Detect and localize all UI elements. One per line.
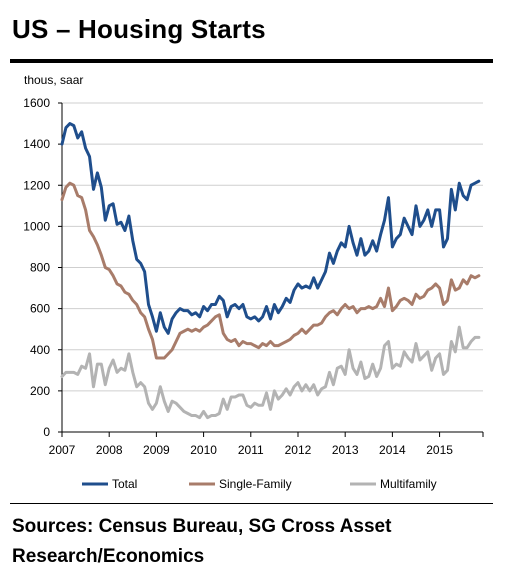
x-tick-label: 2014	[379, 443, 406, 457]
x-tick-label: 2007	[49, 443, 76, 457]
y-tick-label: 400	[30, 343, 50, 357]
y-axis-unit-label: thous, saar	[24, 73, 83, 87]
x-tick-label: 2011	[238, 443, 264, 457]
y-axis: 0 200 400 600 800 1000 1200 1400 1600	[23, 96, 63, 439]
y-tick-label: 1600	[23, 96, 50, 110]
series-line-total	[60, 122, 481, 335]
x-tick-label: 2010	[190, 443, 217, 457]
legend-label-single-family: Single-Family	[219, 477, 292, 491]
legend: Total Single-Family Multifamily	[82, 477, 437, 491]
series-line-multifamily	[60, 325, 481, 420]
y-tick-label: 1200	[23, 178, 50, 192]
title-rule	[10, 59, 493, 63]
x-tick-label: 2013	[332, 443, 359, 457]
x-tick-label: 2015	[426, 443, 453, 457]
y-tick-label: 1400	[23, 137, 50, 151]
chart-title: US – Housing Starts	[12, 14, 266, 44]
legend-label-total: Total	[112, 477, 137, 491]
series-lines	[60, 122, 481, 420]
sources-note: Sources: Census Bureau, SG Cross Asset R…	[12, 516, 392, 567]
gridlines	[62, 102, 483, 392]
x-tick-label: 2012	[285, 443, 312, 457]
series-line-single-family	[60, 181, 481, 360]
y-tick-label: 600	[30, 302, 50, 316]
housing-starts-chart: thous, saar 0 200 400 600 800 1000 1200 1400 160…	[23, 73, 484, 491]
y-tick-label: 200	[30, 384, 50, 398]
y-tick-label: 1000	[23, 219, 50, 233]
y-tick-label: 0	[43, 425, 50, 439]
y-tick-label: 800	[30, 261, 50, 275]
x-tick-label: 2009	[143, 443, 170, 457]
x-tick-label: 2008	[96, 443, 123, 457]
x-axis: 2007 2008 2009 2010 2011 2012 2013 2014 2015	[49, 431, 484, 457]
legend-label-multifamily: Multifamily	[380, 477, 437, 491]
sources-rule	[10, 503, 493, 504]
